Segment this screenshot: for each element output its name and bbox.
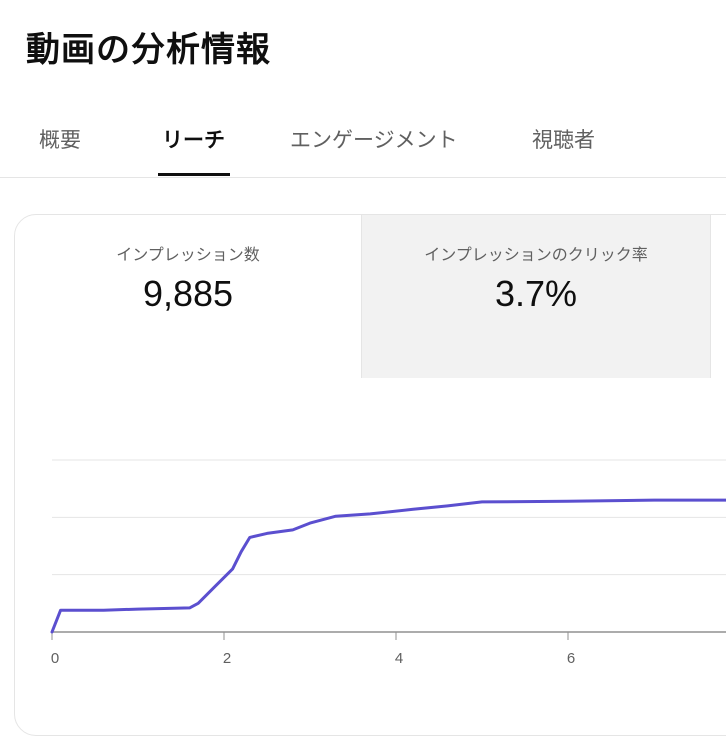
metric-impressions-value: 9,885	[142, 273, 234, 314]
tab-overview-label: 概要	[39, 128, 81, 152]
page-title: 動画の分析情報	[26, 30, 271, 70]
tab-audience-label: 視聴者	[532, 128, 595, 152]
metric-ctr-value: 3.7%	[494, 273, 578, 314]
tab-engagement-label: エンゲージメント	[290, 128, 458, 152]
tab-active-indicator	[158, 173, 230, 176]
metric-ctr-label: インプレッションのクリック率	[424, 245, 648, 264]
metric-ctr[interactable]: インプレッションのクリック率 3.7%	[361, 215, 711, 378]
tab-audience[interactable]: 視聴者	[532, 100, 602, 176]
tab-overview[interactable]: 概要	[39, 100, 87, 176]
metric-impressions[interactable]: インプレッション数 9,885	[15, 215, 361, 378]
metric-impressions-label: インプレッション数	[116, 245, 260, 264]
tab-reach-label: リーチ	[162, 128, 225, 152]
tab-reach[interactable]: リーチ	[158, 100, 230, 176]
analytics-card: インプレッション数 9,885 インプレッションのクリック率 3.7%	[14, 214, 726, 736]
tab-engagement[interactable]: エンゲージメント	[290, 100, 470, 176]
tab-bar: 概要 リーチ エンゲージメント 視聴者	[0, 100, 726, 178]
